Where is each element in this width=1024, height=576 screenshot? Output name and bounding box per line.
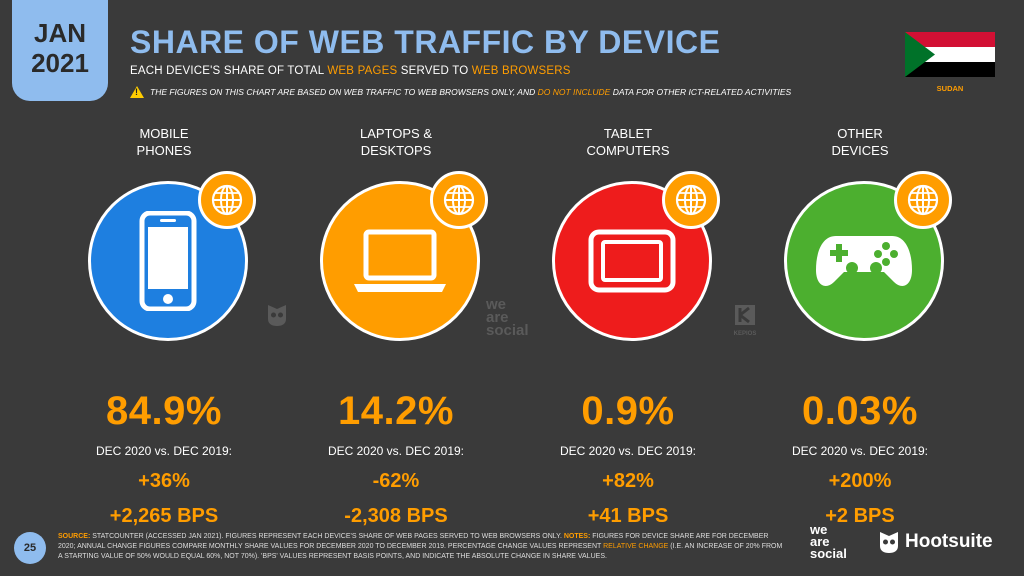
kepios-logo-icon [735,305,755,325]
sudan-flag-icon [905,32,995,77]
share-value: 84.9% [106,389,222,433]
hootsuite-owl-icon [268,305,286,326]
period-label: DEC 2020 vs. DEC 2019: [327,444,465,458]
change-percent: +200% [828,470,892,492]
subtitle-highlight: WEB BROWSERS [471,65,571,77]
warning-text: THE FIGURES ON THIS CHART ARE BASED ON W… [150,87,538,97]
globe-badge [430,171,488,229]
device-label: LAPTOPS & DESKTOPS [359,126,432,158]
hootsuite-owl-icon [880,532,898,553]
device-label: TABLET COMPUTERS [586,126,670,158]
device-column-mobile: MOBILE PHONES 84.9% DEC 2020 vs. DEC 2019… [48,125,280,528]
kepios-watermark: KEPIOS [728,304,762,337]
change-bps: -2,308 BPS [344,505,448,527]
device-column-tablets: TABLET COMPUTERS 0.9% DEC 2020 vs. DEC 20… [512,125,744,528]
date-year: 2021 [31,48,89,78]
globe-badge [198,171,256,229]
change-bps: +41 BPS [587,505,669,527]
change-percent: -62% [372,470,420,492]
hootsuite-logo: Hootsuite [878,530,993,554]
device-disc [88,181,248,341]
share-value: 0.03% [802,389,918,433]
subtitle-text: EACH DEVICE'S SHARE OF TOTAL [130,65,328,77]
period-label: DEC 2020 vs. DEC 2019: [95,444,233,458]
warning-icon: ! [130,86,144,98]
globe-icon [907,184,939,216]
globe-badge [894,171,952,229]
globe-icon [443,184,475,216]
subtitle: EACH DEVICE'S SHARE OF TOTAL WEB PAGES S… [130,65,571,77]
game-controller-icon [816,236,912,286]
hootsuite-wordmark: Hootsuite [905,531,993,552]
laptop-icon [354,229,446,292]
change-percent: +82% [602,470,654,492]
warning-highlight: DO NOT INCLUDE [537,87,611,97]
country-label: SUDAN [936,84,964,93]
tablet-icon [588,229,676,293]
device-label: OTHER DEVICES [831,126,889,158]
globe-icon [675,184,707,216]
period-label: DEC 2020 vs. DEC 2019: [791,444,929,458]
share-value: 0.9% [581,389,675,433]
we-are-social-logo: we are social [810,522,847,561]
change-bps: +2 BPS [825,505,895,527]
device-column-other: OTHER DEVICES [744,125,976,528]
globe-badge [662,171,720,229]
source-note: SOURCE: STATCOUNTER (ACCESSED JAN 2021).… [58,533,783,560]
mobile-phone-icon [139,211,197,311]
device-label: MOBILE PHONES [136,126,192,158]
page-number: 25 [14,532,46,564]
date-month: JAN [33,18,86,48]
globe-icon [211,184,243,216]
share-value: 14.2% [338,389,454,433]
we-are-social-watermark: we are social [486,296,529,339]
warning-note: ! THE FIGURES ON THIS CHART ARE BASED ON… [130,86,791,98]
period-label: DEC 2020 vs. DEC 2019: [559,444,697,458]
device-column-laptops: LAPTOPS & DESKTOPS 14.2% DEC 2020 vs. DEC… [280,125,512,528]
change-percent: +36% [138,470,190,492]
subtitle-text: SERVED TO [397,65,472,77]
warning-text: DATA FOR OTHER ICT-RELATED ACTIVITIES [610,87,792,97]
date-badge: JAN 2021 [12,0,108,101]
subtitle-highlight: WEB PAGES [327,65,398,77]
change-bps: +2,265 BPS [109,505,219,527]
page-title: SHARE OF WEB TRAFFIC BY DEVICE [130,24,721,60]
